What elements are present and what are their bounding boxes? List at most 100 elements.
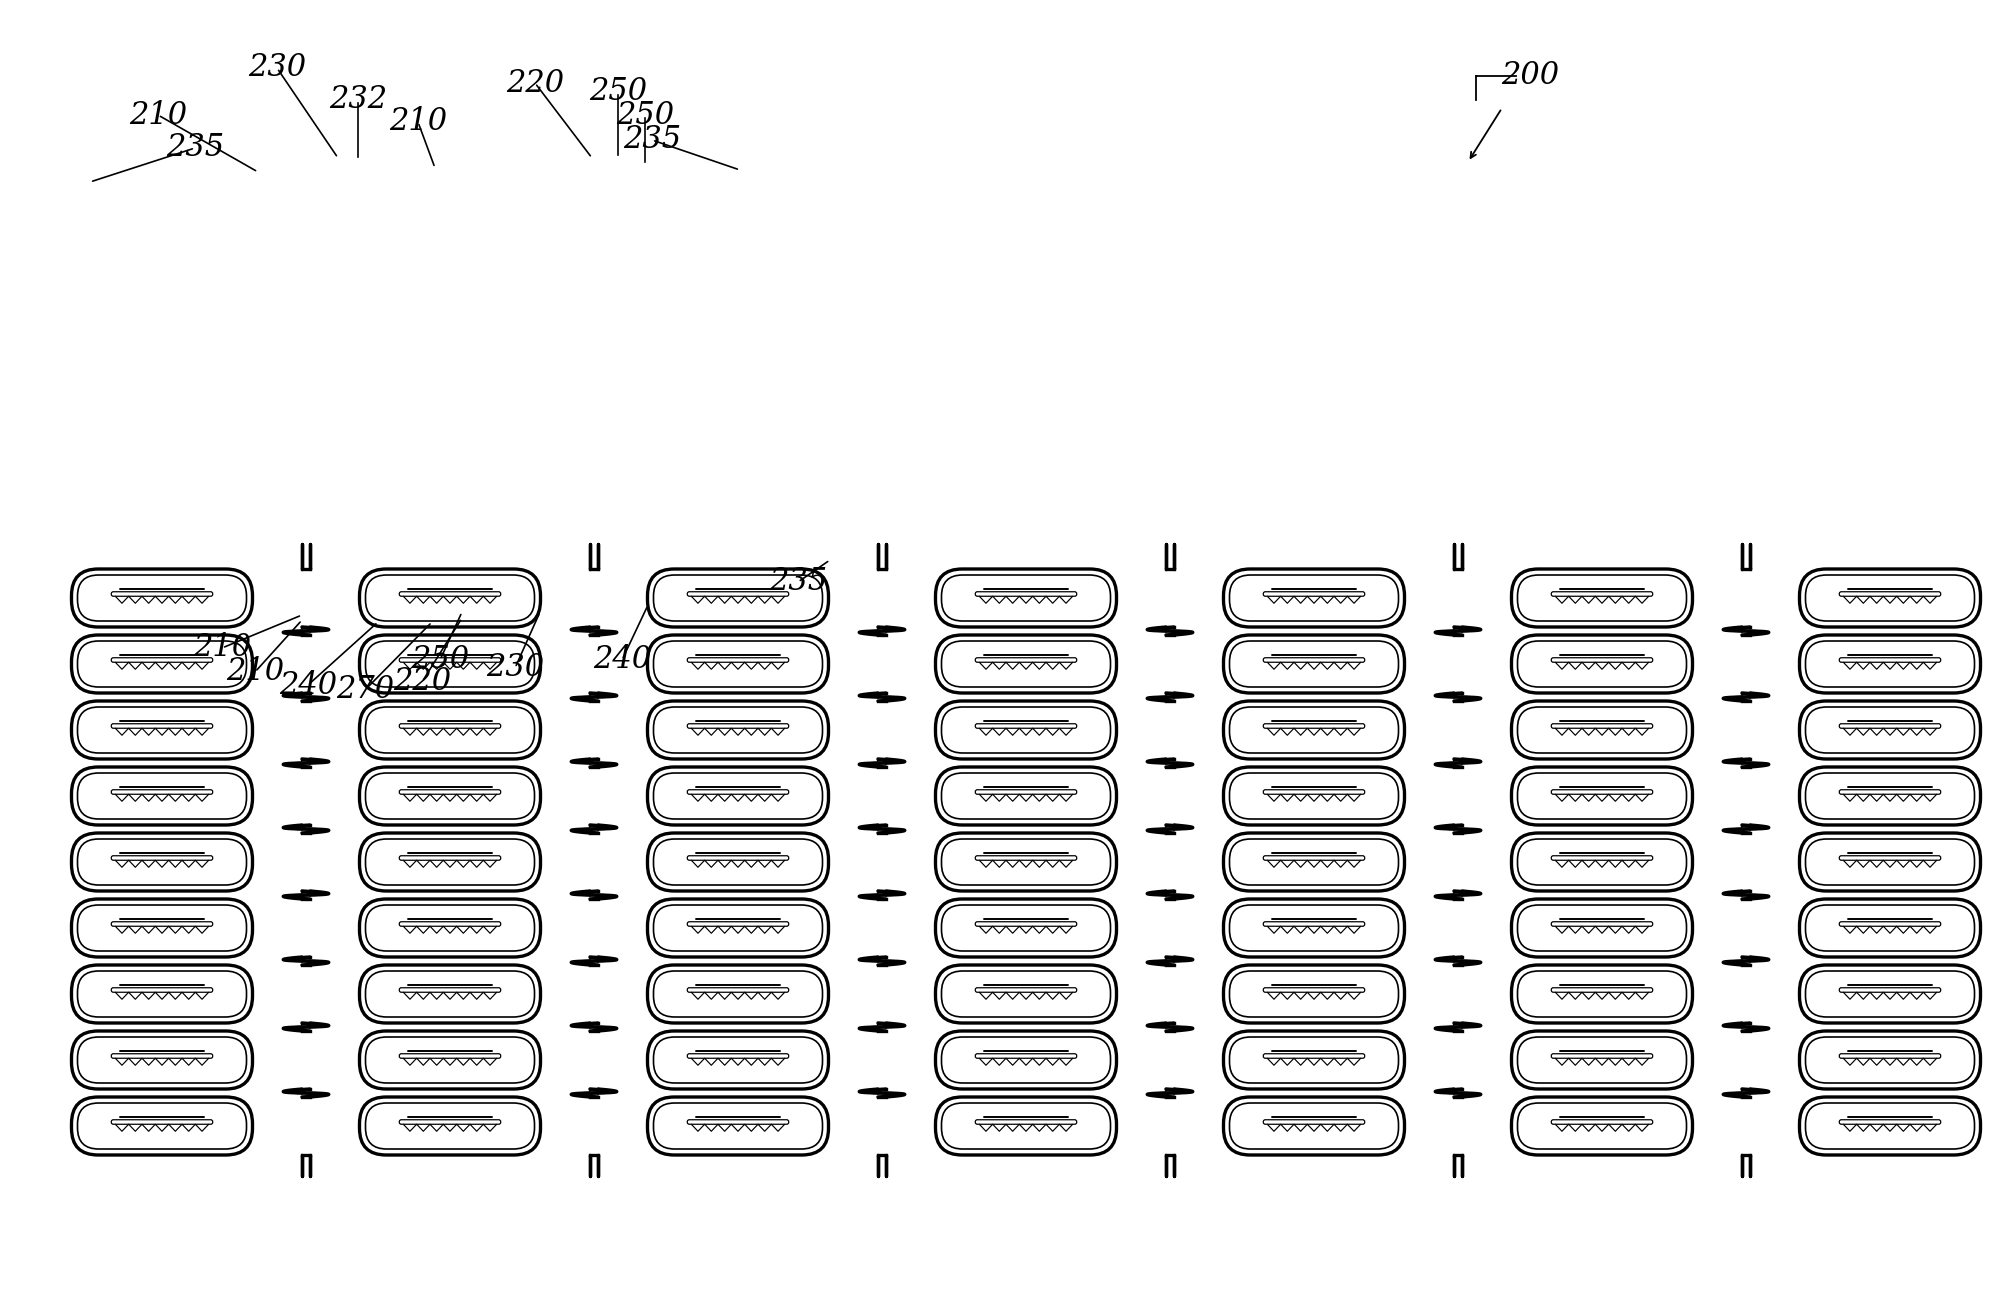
FancyBboxPatch shape <box>687 1054 789 1059</box>
FancyBboxPatch shape <box>398 1120 500 1124</box>
FancyBboxPatch shape <box>78 642 247 687</box>
FancyBboxPatch shape <box>1223 966 1404 1023</box>
FancyBboxPatch shape <box>359 767 540 826</box>
FancyBboxPatch shape <box>1223 569 1404 627</box>
FancyBboxPatch shape <box>936 899 1116 956</box>
FancyBboxPatch shape <box>359 966 540 1023</box>
FancyBboxPatch shape <box>78 575 247 621</box>
Text: 210: 210 <box>388 106 446 137</box>
FancyBboxPatch shape <box>1518 772 1687 819</box>
FancyBboxPatch shape <box>1552 921 1653 927</box>
FancyBboxPatch shape <box>942 1103 1110 1150</box>
Text: 220: 220 <box>392 666 450 697</box>
FancyBboxPatch shape <box>1263 988 1365 993</box>
FancyBboxPatch shape <box>398 988 500 993</box>
FancyBboxPatch shape <box>1229 905 1398 951</box>
Text: 235: 235 <box>769 566 827 597</box>
FancyBboxPatch shape <box>1512 635 1693 693</box>
FancyBboxPatch shape <box>359 569 540 627</box>
FancyBboxPatch shape <box>1518 708 1687 753</box>
FancyBboxPatch shape <box>365 905 534 951</box>
FancyBboxPatch shape <box>1229 575 1398 621</box>
FancyBboxPatch shape <box>1263 1120 1365 1124</box>
FancyBboxPatch shape <box>365 971 534 1017</box>
FancyBboxPatch shape <box>78 772 247 819</box>
FancyBboxPatch shape <box>936 767 1116 826</box>
FancyBboxPatch shape <box>1518 971 1687 1017</box>
FancyBboxPatch shape <box>78 839 247 885</box>
FancyBboxPatch shape <box>942 971 1110 1017</box>
FancyBboxPatch shape <box>398 1054 500 1059</box>
FancyBboxPatch shape <box>687 1120 789 1124</box>
Text: 250: 250 <box>590 76 647 108</box>
FancyBboxPatch shape <box>1799 701 1980 759</box>
FancyBboxPatch shape <box>1552 723 1653 728</box>
FancyBboxPatch shape <box>359 899 540 956</box>
FancyBboxPatch shape <box>687 789 789 794</box>
FancyBboxPatch shape <box>653 1037 823 1083</box>
Text: 210: 210 <box>225 657 285 687</box>
FancyBboxPatch shape <box>1552 855 1653 861</box>
FancyBboxPatch shape <box>1512 833 1693 892</box>
FancyBboxPatch shape <box>365 1037 534 1083</box>
FancyBboxPatch shape <box>942 575 1110 621</box>
FancyBboxPatch shape <box>976 1120 1078 1124</box>
FancyBboxPatch shape <box>942 1037 1110 1083</box>
FancyBboxPatch shape <box>1839 921 1940 927</box>
Text: 210: 210 <box>193 632 251 664</box>
FancyBboxPatch shape <box>687 988 789 993</box>
FancyBboxPatch shape <box>1518 1037 1687 1083</box>
Text: 250: 250 <box>410 644 468 675</box>
FancyBboxPatch shape <box>1799 966 1980 1023</box>
FancyBboxPatch shape <box>1805 708 1974 753</box>
FancyBboxPatch shape <box>1263 658 1365 662</box>
FancyBboxPatch shape <box>359 635 540 693</box>
FancyBboxPatch shape <box>398 658 500 662</box>
FancyBboxPatch shape <box>1229 708 1398 753</box>
FancyBboxPatch shape <box>1223 1096 1404 1155</box>
FancyBboxPatch shape <box>1839 658 1940 662</box>
FancyBboxPatch shape <box>936 701 1116 759</box>
FancyBboxPatch shape <box>942 772 1110 819</box>
FancyBboxPatch shape <box>942 708 1110 753</box>
FancyBboxPatch shape <box>653 708 823 753</box>
FancyBboxPatch shape <box>1263 855 1365 861</box>
FancyBboxPatch shape <box>112 789 213 794</box>
Text: 230: 230 <box>486 652 544 683</box>
FancyBboxPatch shape <box>359 1096 540 1155</box>
FancyBboxPatch shape <box>1799 767 1980 826</box>
FancyBboxPatch shape <box>112 921 213 927</box>
FancyBboxPatch shape <box>1263 592 1365 596</box>
FancyBboxPatch shape <box>72 899 253 956</box>
FancyBboxPatch shape <box>653 905 823 951</box>
FancyBboxPatch shape <box>398 723 500 728</box>
FancyBboxPatch shape <box>1552 988 1653 993</box>
FancyBboxPatch shape <box>1799 833 1980 892</box>
FancyBboxPatch shape <box>936 1032 1116 1089</box>
FancyBboxPatch shape <box>365 575 534 621</box>
FancyBboxPatch shape <box>647 899 829 956</box>
Text: 270: 270 <box>337 674 394 705</box>
FancyBboxPatch shape <box>1839 1054 1940 1059</box>
FancyBboxPatch shape <box>1512 966 1693 1023</box>
FancyBboxPatch shape <box>687 921 789 927</box>
FancyBboxPatch shape <box>1552 592 1653 596</box>
FancyBboxPatch shape <box>72 1096 253 1155</box>
FancyBboxPatch shape <box>365 772 534 819</box>
FancyBboxPatch shape <box>78 1037 247 1083</box>
FancyBboxPatch shape <box>687 855 789 861</box>
FancyBboxPatch shape <box>112 592 213 596</box>
FancyBboxPatch shape <box>1799 569 1980 627</box>
FancyBboxPatch shape <box>1839 855 1940 861</box>
FancyBboxPatch shape <box>976 723 1078 728</box>
FancyBboxPatch shape <box>976 988 1078 993</box>
FancyBboxPatch shape <box>936 1096 1116 1155</box>
FancyBboxPatch shape <box>647 701 829 759</box>
FancyBboxPatch shape <box>1518 575 1687 621</box>
FancyBboxPatch shape <box>1229 1037 1398 1083</box>
FancyBboxPatch shape <box>1263 789 1365 794</box>
FancyBboxPatch shape <box>1799 1032 1980 1089</box>
FancyBboxPatch shape <box>1839 592 1940 596</box>
FancyBboxPatch shape <box>112 1120 213 1124</box>
FancyBboxPatch shape <box>1839 1120 1940 1124</box>
